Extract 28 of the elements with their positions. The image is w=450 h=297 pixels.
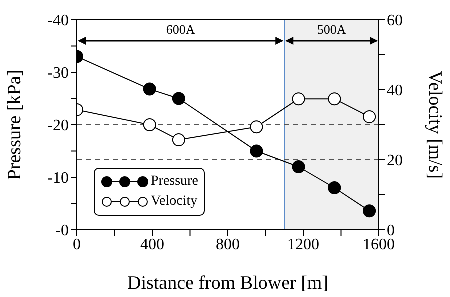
y-tick-label: -40 [48,12,69,30]
y-tick-label: -20 [48,118,69,135]
y2-tick-label: 60 [387,12,403,30]
legend-label: Velocity [151,194,198,210]
x-tick-label: 1200 [288,236,320,254]
legend-label: Pressure [151,174,198,190]
y-tick-label: -30 [48,65,69,82]
x-tick-label: 800 [216,236,240,254]
point [292,160,306,174]
point [250,144,264,158]
x-tick-label: 400 [140,236,164,254]
point [292,92,306,106]
y2-axis-title: Velocity [m/s] [424,70,446,180]
annotation: 500A [317,22,347,37]
point [363,204,376,218]
x-tick-label: 0 [73,236,81,254]
y-tick-label: -0 [56,222,69,240]
x-axis-title: Distance from Blower [m] [127,273,329,294]
point [363,110,376,124]
point [172,92,186,106]
y-tick-label: -10 [48,170,69,188]
point [328,182,342,194]
y-axis-title: Pressure [kPa] [4,70,26,180]
point [328,92,342,106]
y2-tick-label: 20 [387,152,403,170]
annotation: 600A [166,22,196,37]
point [143,82,156,96]
y2-tick-label: 40 [387,82,403,100]
